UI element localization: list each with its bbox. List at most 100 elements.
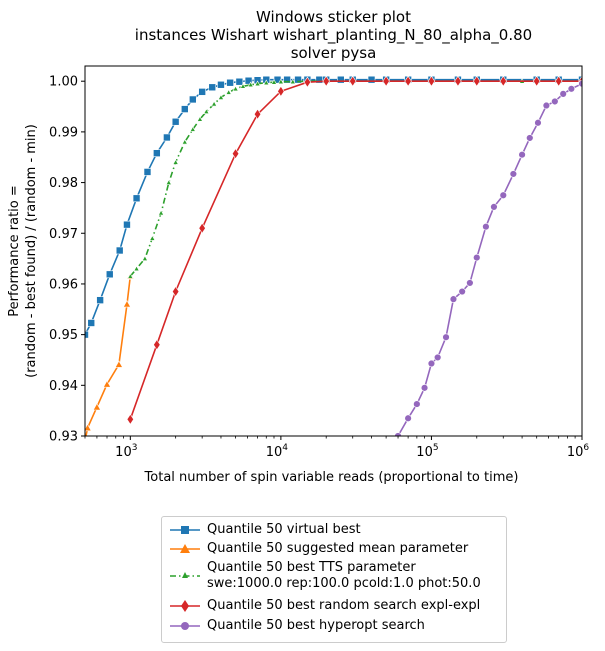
series-0-point — [283, 75, 291, 84]
legend-item-hyperopt: Quantile 50 best hyperopt search — [162, 618, 508, 636]
series-4-point — [427, 359, 436, 368]
series-1-point — [102, 380, 112, 388]
series-4-point — [490, 203, 498, 211]
series-2-point — [157, 209, 165, 216]
series-3-point — [533, 75, 541, 87]
chart-title-line-1: Windows sticker plot — [256, 8, 411, 26]
legend-label-best-tts: Quantile 50 best TTS parameter — [207, 560, 416, 575]
series-0-point — [226, 78, 234, 87]
series-3-point — [322, 75, 330, 87]
series-0-point — [87, 319, 96, 327]
series-0-point — [123, 220, 131, 229]
series-2-point — [141, 255, 149, 261]
legend-label-virtual-best: Quantile 50 virtual best — [207, 522, 361, 537]
legend-swatch-virtual-best — [170, 526, 200, 534]
legend-item-random-search: Quantile 50 best random search expl-expl — [162, 598, 508, 616]
series-1-point — [92, 402, 102, 411]
series-1-point — [122, 300, 132, 308]
series-line-4 — [397, 82, 582, 436]
series-2-point — [270, 79, 278, 85]
series-1-point — [114, 360, 124, 368]
series-2-point — [289, 78, 296, 85]
series-0-point — [294, 75, 302, 84]
y-tick-label: 1.00 — [49, 75, 78, 90]
legend-label-best-tts-params: swe:1000.0 rep:100.0 pcold:1.0 phot:50.0 — [207, 576, 481, 591]
series-3-point — [171, 286, 180, 298]
y-tick-label: 0.99 — [49, 125, 78, 140]
series-2-point — [217, 94, 225, 100]
series-3-point — [198, 222, 206, 234]
series-2-point — [172, 159, 179, 165]
series-4-point — [551, 97, 559, 106]
series-line-2 — [129, 80, 582, 277]
series-3-point — [253, 108, 262, 120]
series-1 — [85, 272, 135, 436]
chart-title-line-2: instances Wishart wishart_planting_N_80_… — [134, 26, 533, 44]
series-2-point — [232, 85, 239, 92]
series-1-point — [85, 423, 92, 432]
legend-swatch-random-search — [170, 600, 200, 612]
series-4-point — [518, 150, 526, 159]
y-tick-label: 0.95 — [49, 328, 78, 343]
series-4-point — [509, 170, 518, 178]
series-4 — [394, 80, 582, 436]
series-4-point — [473, 253, 481, 262]
series-4-point — [542, 101, 551, 110]
series-4-point — [433, 353, 442, 362]
legend-label-suggested-mean: Quantile 50 suggested mean parameter — [207, 541, 469, 556]
series-0-point — [143, 168, 152, 176]
series-3-point — [303, 76, 312, 88]
series-0-point — [367, 75, 376, 84]
legend-swatch-suggested-mean — [170, 544, 200, 553]
series-0-point — [189, 95, 197, 104]
series-0-point — [105, 270, 114, 279]
series-4-point — [534, 119, 542, 127]
series-2-point — [165, 179, 172, 185]
y-tick-label: 0.98 — [49, 176, 78, 191]
series-3-point — [153, 339, 161, 351]
series-4-point — [449, 295, 458, 303]
series-0-point — [336, 75, 345, 84]
series-2-point — [127, 273, 134, 279]
y-axis-label-line: Performance ratio = — [7, 185, 22, 317]
series-2-point — [239, 83, 247, 89]
series-4-point — [404, 414, 412, 422]
y-tick-label: 0.96 — [49, 277, 78, 292]
legend-swatch-hyperopt — [170, 622, 200, 630]
x-tick-label: 103 — [115, 443, 137, 460]
series-2-point — [247, 81, 254, 88]
series-3-point — [404, 75, 412, 87]
series-3-point — [499, 75, 507, 87]
y-tick-label: 0.97 — [49, 227, 78, 242]
series-4-point — [458, 287, 466, 296]
series-3-point — [277, 85, 285, 97]
legend-item-virtual-best: Quantile 50 virtual best — [162, 522, 508, 540]
series-0-point — [171, 117, 180, 126]
legend: Quantile 50 virtual best Quantile 50 sug… — [161, 516, 507, 643]
series-3-point — [555, 75, 563, 87]
series-3-point — [231, 148, 240, 160]
series-0-point — [115, 246, 124, 255]
series-0-point — [244, 76, 253, 85]
series-line-1 — [85, 276, 132, 436]
legend-item-suggested-mean: Quantile 50 suggested mean parameter — [162, 541, 508, 559]
y-axis-label-line: (random - best found) / (random - min) — [24, 124, 39, 378]
series-0-point — [198, 88, 206, 96]
series-4-point — [466, 279, 474, 287]
series-4-point — [413, 400, 421, 408]
legend-item-best-tts: Quantile 50 best TTS parameter swe:1000.… — [162, 560, 508, 594]
chart-title-line-3: solver pysa — [290, 44, 377, 62]
series-2-point — [263, 79, 270, 86]
series-4-point — [482, 222, 490, 231]
series-3-point — [454, 75, 462, 87]
x-axis-label: Total number of spin variable reads (pro… — [144, 470, 519, 485]
series-2-point — [277, 78, 284, 85]
series-2-point — [254, 80, 261, 87]
series-2-point — [203, 108, 210, 114]
series-4-point — [559, 90, 567, 98]
legend-label-hyperopt: Quantile 50 best hyperopt search — [207, 618, 425, 633]
series-3-point — [382, 75, 390, 87]
series-3-point — [126, 413, 134, 425]
series-4-point — [394, 432, 402, 436]
legend-swatch-best-tts — [170, 572, 200, 578]
